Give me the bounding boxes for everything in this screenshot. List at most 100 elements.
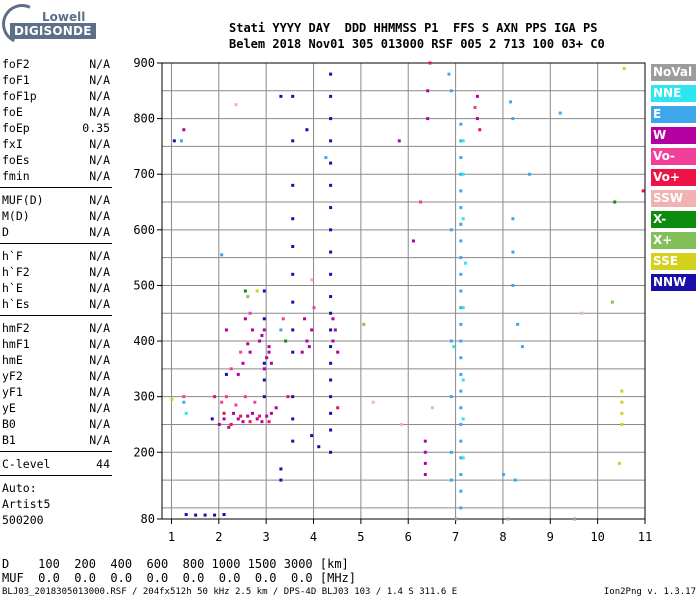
echo-point-e	[511, 250, 515, 254]
echo-point-sse	[620, 389, 624, 393]
legend-item-nnw: NNW	[651, 274, 696, 291]
x-tick-label: 6	[405, 530, 412, 544]
legend-item-x: X-	[651, 211, 696, 228]
echo-point-nnw	[329, 183, 333, 187]
echo-point-sse	[620, 400, 624, 404]
param-row-hmf2: hmF2 N/A	[0, 320, 112, 336]
param-key: h`F	[2, 249, 23, 263]
param-row-clevel: C-level 44	[0, 456, 112, 472]
echo-point-w	[236, 372, 240, 376]
param-value: N/A	[89, 225, 110, 239]
echo-point-nne	[184, 411, 188, 415]
echo-point-vo	[258, 414, 262, 418]
param-separator	[0, 475, 112, 476]
echo-point-x	[284, 339, 288, 343]
echo-point-e	[459, 306, 463, 310]
echo-point-x	[246, 295, 250, 299]
echo-point-e	[220, 253, 224, 257]
param-row-he: h`E N/A	[0, 280, 112, 296]
legend: NoVal NNE E W Vo- Vo+ SSW X- X+ SSE NNW	[651, 64, 696, 295]
echo-point-sse	[620, 411, 624, 415]
echo-point-w	[241, 420, 245, 424]
echo-point-e	[459, 372, 463, 376]
echo-point-ssw	[430, 406, 434, 410]
echo-point-w	[258, 339, 262, 343]
param-separator	[0, 187, 112, 188]
echo-point-nnw	[291, 300, 295, 304]
param-separator	[0, 451, 112, 452]
param-key: foF2	[2, 57, 30, 71]
echo-point-w	[262, 367, 266, 371]
echo-point-e	[459, 422, 463, 426]
echo-point-ssw	[400, 422, 404, 426]
echo-point-nnw	[203, 513, 207, 517]
param-key: D	[2, 225, 9, 239]
param-row-yf1: yF1 N/A	[0, 384, 112, 400]
param-value: N/A	[89, 57, 110, 71]
echo-point-nnw	[305, 128, 309, 132]
param-key: fmin	[2, 169, 30, 183]
echo-point-e	[459, 256, 463, 260]
echo-point-nnw	[329, 161, 333, 165]
param-value: N/A	[89, 353, 110, 367]
y-tick-label: 700	[133, 167, 155, 181]
echo-point-nnw	[291, 139, 295, 143]
param-key: M(D)	[2, 209, 30, 223]
echo-point-vo	[234, 403, 238, 407]
echo-point-x	[610, 300, 614, 304]
echo-point-e	[511, 217, 515, 221]
echo-point-nne	[461, 378, 465, 382]
echo-point-e	[558, 111, 562, 115]
echo-point-nnw	[279, 478, 283, 482]
echo-point-vo	[182, 395, 186, 399]
muf-row: MUF 0.0 0.0 0.0 0.0 0.0 0.0 0.0 0.0 [MHz…	[2, 571, 357, 585]
echo-point-nnw	[329, 117, 333, 121]
echo-point-w	[265, 356, 269, 360]
param-key: yE	[2, 401, 16, 415]
echo-point-e	[182, 400, 186, 404]
echo-point-ssw	[310, 278, 314, 282]
param-value: N/A	[89, 137, 110, 151]
param-key: h`E	[2, 281, 23, 295]
y-tick-label: 200	[133, 445, 155, 459]
echo-point-nnw	[291, 183, 295, 187]
param-row-ye: yE N/A	[0, 400, 112, 416]
echo-point-nnw	[291, 217, 295, 221]
echo-point-e	[459, 289, 463, 293]
param-separator	[0, 243, 112, 244]
echo-point-e	[459, 339, 463, 343]
echo-point-e	[511, 283, 515, 287]
echo-point-vo	[253, 400, 257, 404]
param-value: N/A	[89, 265, 110, 279]
param-key: yF1	[2, 385, 23, 399]
echo-point-e	[459, 172, 463, 176]
legend-item-vo: Vo-	[651, 148, 696, 165]
echo-point-e	[520, 345, 524, 349]
parameter-panel: foF2 N/A foF1 N/A foF1p N/A foE N/A foEp 0.35 fxI N…	[0, 56, 112, 480]
param-value: N/A	[89, 433, 110, 447]
echo-point-w	[423, 450, 427, 454]
echo-point-w	[262, 328, 266, 332]
echo-point-e	[459, 322, 463, 326]
echo-point-sse	[622, 67, 626, 71]
x-tick-label: 4	[310, 530, 317, 544]
echo-point-e	[513, 478, 517, 482]
echo-point-nnw	[329, 206, 333, 210]
echo-point-nne	[461, 217, 465, 221]
echo-point-noval	[506, 517, 510, 521]
echo-point-w	[331, 339, 335, 343]
y-tick-label: 600	[133, 223, 155, 237]
echo-point-sse	[617, 461, 621, 465]
param-row-foep: foEp 0.35	[0, 120, 112, 136]
echo-point-nnw	[329, 395, 333, 399]
echo-point-w	[250, 411, 254, 415]
echo-point-vo	[248, 311, 252, 315]
echo-point-w	[260, 333, 264, 337]
param-key: foF1p	[2, 89, 37, 103]
auto-version: 500200	[2, 513, 44, 527]
echo-point-nnw	[262, 378, 266, 382]
logo-line1: Lowell	[42, 10, 86, 24]
y-tick-label: 80	[141, 512, 155, 526]
echo-point-nnw	[329, 328, 333, 332]
param-value: N/A	[89, 385, 110, 399]
